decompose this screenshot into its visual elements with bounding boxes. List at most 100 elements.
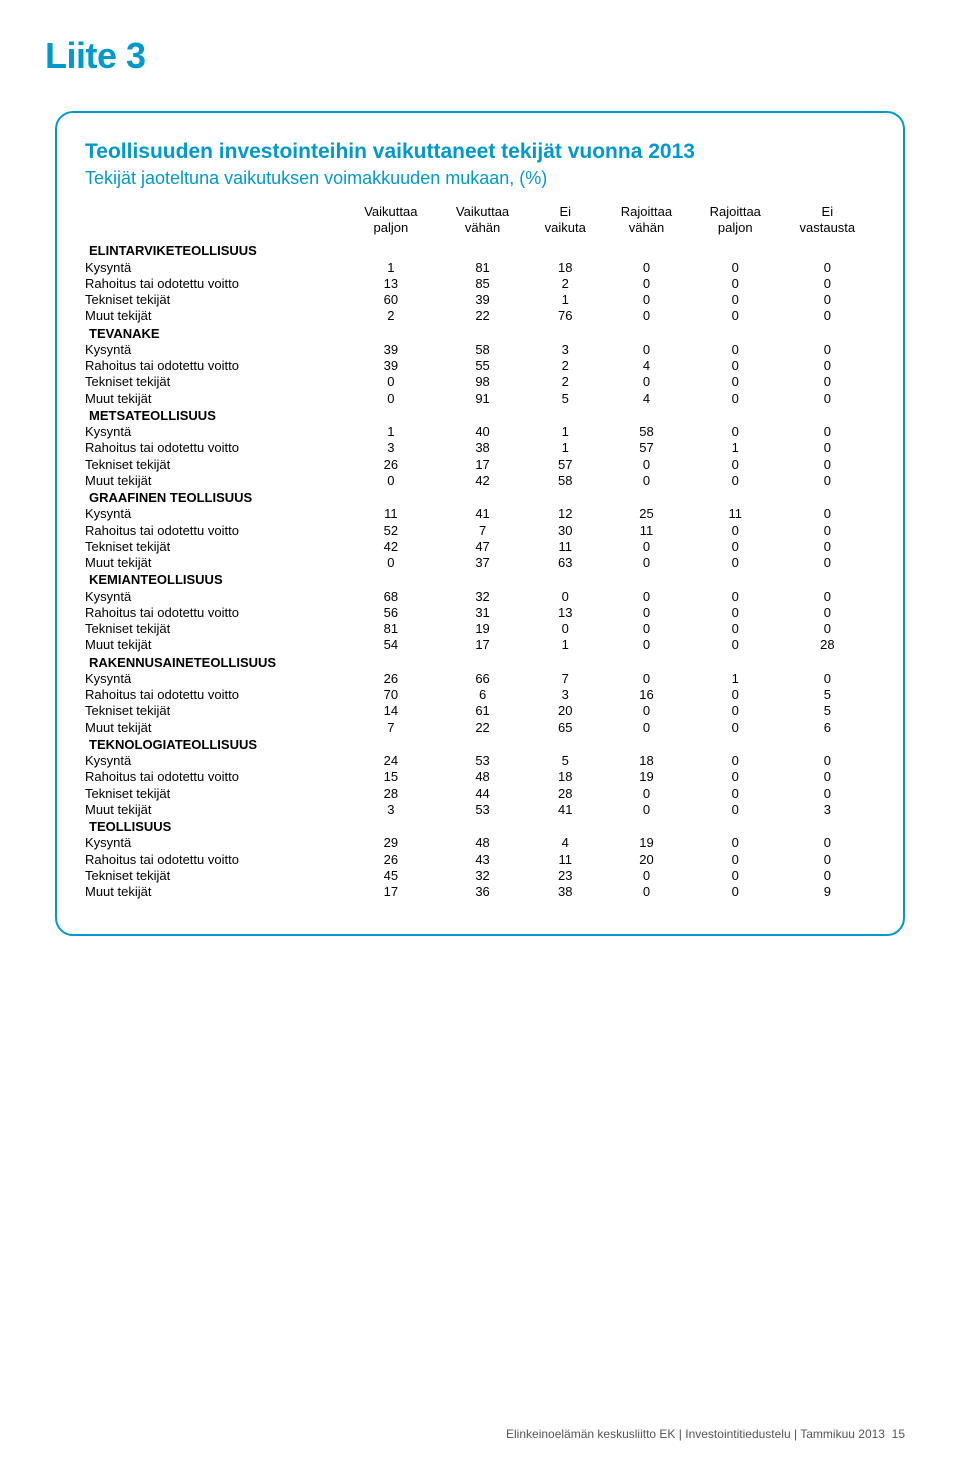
cell-value: 0 xyxy=(602,605,691,621)
box-subtitle: Tekijät jaoteltuna vaikutuksen voimakkuu… xyxy=(85,167,875,190)
cell-value: 0 xyxy=(780,308,875,324)
table-row: Rahoitus tai odotettu voitto70631605 xyxy=(85,687,875,703)
table-row: Tekniset tekijät146120005 xyxy=(85,703,875,719)
column-header: Vaikuttaapaljon xyxy=(345,204,437,243)
cell-value: 65 xyxy=(528,720,602,736)
table-row: Muut tekijät22276000 xyxy=(85,308,875,324)
section-name: TEVANAKE xyxy=(85,325,875,342)
cell-value: 2 xyxy=(345,308,437,324)
cell-value: 0 xyxy=(602,589,691,605)
cell-value: 32 xyxy=(437,589,529,605)
cell-value: 2 xyxy=(528,276,602,292)
cell-value: 91 xyxy=(437,391,529,407)
cell-value: 47 xyxy=(437,539,529,555)
cell-value: 1 xyxy=(528,424,602,440)
cell-value: 57 xyxy=(602,440,691,456)
cell-value: 0 xyxy=(691,276,780,292)
cell-value: 26 xyxy=(345,671,437,687)
row-label: Muut tekijät xyxy=(85,637,345,653)
cell-value: 0 xyxy=(780,769,875,785)
header-line1: Vaikuttaa xyxy=(456,204,509,219)
row-label: Muut tekijät xyxy=(85,802,345,818)
cell-value: 0 xyxy=(345,391,437,407)
table-row: Kysyntä11411225110 xyxy=(85,506,875,522)
cell-value: 0 xyxy=(691,687,780,703)
cell-value: 41 xyxy=(437,506,529,522)
cell-value: 0 xyxy=(691,308,780,324)
cell-value: 55 xyxy=(437,358,529,374)
table-row: Tekniset tekijät60391000 xyxy=(85,292,875,308)
cell-value: 6 xyxy=(437,687,529,703)
data-table: VaikuttaapaljonVaikuttaavähänEivaikutaRa… xyxy=(85,204,875,901)
cell-value: 70 xyxy=(345,687,437,703)
column-header: Vaikuttaavähän xyxy=(437,204,529,243)
table-row: Muut tekijät541710028 xyxy=(85,637,875,653)
cell-value: 39 xyxy=(345,358,437,374)
row-label: Tekniset tekijät xyxy=(85,703,345,719)
section-row: TEKNOLOGIATEOLLISUUS xyxy=(85,736,875,753)
cell-value: 2 xyxy=(528,374,602,390)
page-title: Liite 3 xyxy=(45,35,905,77)
row-label: Tekniset tekijät xyxy=(85,374,345,390)
row-label: Muut tekijät xyxy=(85,884,345,900)
cell-value: 1 xyxy=(691,440,780,456)
cell-value: 58 xyxy=(528,473,602,489)
cell-value: 0 xyxy=(602,555,691,571)
cell-value: 1 xyxy=(528,637,602,653)
cell-value: 81 xyxy=(345,621,437,637)
header-empty xyxy=(85,204,345,243)
cell-value: 19 xyxy=(602,769,691,785)
cell-value: 31 xyxy=(437,605,529,621)
footer-page: 15 xyxy=(892,1427,905,1441)
cell-value: 28 xyxy=(528,786,602,802)
table-row: Rahoitus tai odotettu voitto563113000 xyxy=(85,605,875,621)
header-line2: vähän xyxy=(465,220,500,235)
row-label: Muut tekijät xyxy=(85,473,345,489)
cell-value: 0 xyxy=(602,473,691,489)
cell-value: 45 xyxy=(345,868,437,884)
table-head: VaikuttaapaljonVaikuttaavähänEivaikutaRa… xyxy=(85,204,875,243)
cell-value: 11 xyxy=(602,523,691,539)
cell-value: 0 xyxy=(602,786,691,802)
row-label: Tekniset tekijät xyxy=(85,868,345,884)
cell-value: 22 xyxy=(437,308,529,324)
row-label: Rahoitus tai odotettu voitto xyxy=(85,605,345,621)
table-row: Kysyntä26667010 xyxy=(85,671,875,687)
header-line1: Rajoittaa xyxy=(621,204,672,219)
cell-value: 15 xyxy=(345,769,437,785)
cell-value: 0 xyxy=(691,720,780,736)
column-header: Eivaikuta xyxy=(528,204,602,243)
section-row: METSATEOLLISUUS xyxy=(85,407,875,424)
section-name: KEMIANTEOLLISUUS xyxy=(85,571,875,588)
cell-value: 0 xyxy=(602,260,691,276)
table-row: Rahoitus tai odotettu voitto527301100 xyxy=(85,523,875,539)
cell-value: 66 xyxy=(437,671,529,687)
cell-value: 0 xyxy=(780,342,875,358)
cell-value: 0 xyxy=(780,440,875,456)
row-label: Kysyntä xyxy=(85,342,345,358)
header-line2: vähän xyxy=(629,220,664,235)
cell-value: 0 xyxy=(780,276,875,292)
cell-value: 0 xyxy=(780,260,875,276)
row-label: Tekniset tekijät xyxy=(85,539,345,555)
cell-value: 4 xyxy=(602,391,691,407)
cell-value: 0 xyxy=(602,802,691,818)
cell-value: 0 xyxy=(691,589,780,605)
cell-value: 0 xyxy=(602,621,691,637)
cell-value: 56 xyxy=(345,605,437,621)
cell-value: 0 xyxy=(691,786,780,802)
cell-value: 0 xyxy=(780,835,875,851)
cell-value: 1 xyxy=(691,671,780,687)
table-row: Kysyntä18118000 xyxy=(85,260,875,276)
cell-value: 3 xyxy=(345,802,437,818)
cell-value: 0 xyxy=(780,391,875,407)
cell-value: 0 xyxy=(602,703,691,719)
footer-sep: | xyxy=(794,1427,797,1441)
section-name: ELINTARVIKETEOLLISUUS xyxy=(85,242,875,259)
cell-value: 26 xyxy=(345,457,437,473)
cell-value: 25 xyxy=(602,506,691,522)
cell-value: 43 xyxy=(437,852,529,868)
cell-value: 53 xyxy=(437,802,529,818)
cell-value: 0 xyxy=(528,621,602,637)
table-row: Muut tekijät173638009 xyxy=(85,884,875,900)
